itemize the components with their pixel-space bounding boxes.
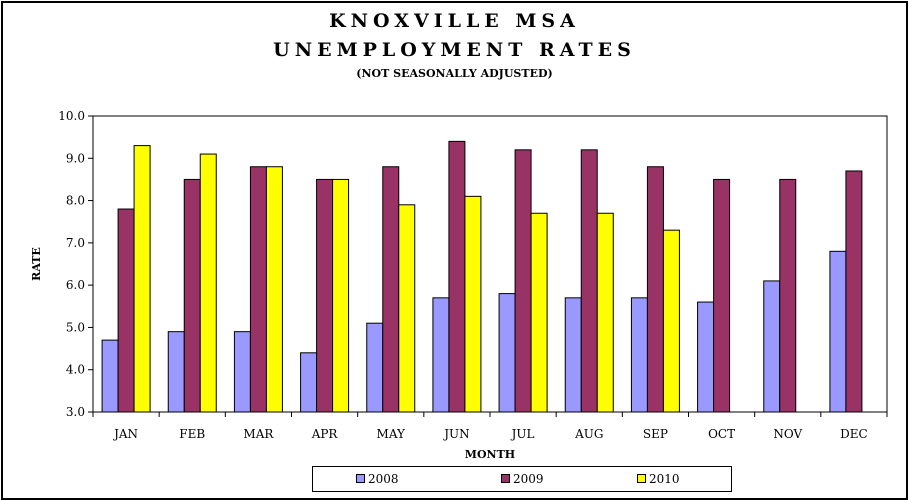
bar-2009-oct	[713, 178, 731, 413]
y-tick-label: 3.0	[66, 405, 85, 419]
legend-swatch-2010	[637, 474, 646, 483]
x-axis-label: MONTH	[465, 448, 515, 461]
bar-2008-may	[366, 322, 384, 413]
bar-2009-dec	[845, 170, 863, 413]
y-axis-label: RATE	[30, 247, 43, 281]
bar-2009-sep	[646, 166, 664, 413]
bar-2008-nov	[763, 280, 781, 413]
bar-2009-apr	[316, 178, 334, 413]
legend: 2008 2009 2010	[312, 466, 732, 492]
legend-swatch-2008	[356, 474, 365, 483]
y-tick-label: 7.0	[66, 236, 85, 250]
legend-label-2009: 2009	[513, 472, 544, 486]
bar-2008-aug	[564, 297, 582, 413]
x-tick-label-nov: NOV	[773, 427, 802, 441]
y-tick-label: 5.0	[66, 320, 85, 334]
legend-label-2008: 2008	[368, 472, 399, 486]
x-tick-label-dec: DEC	[840, 427, 868, 441]
bar-2009-jun	[448, 140, 466, 413]
bar-2008-mar	[233, 331, 251, 413]
bar-2010-mar	[265, 166, 283, 413]
bar-2009-nov	[779, 178, 797, 413]
bar-2008-dec	[829, 250, 847, 413]
x-tick-label-jan: JAN	[112, 427, 138, 441]
bars-group	[101, 140, 863, 413]
x-axis: JAN FEB MAR APR MAY JUN JUL AUG SEP OCT NOV DEC	[92, 412, 888, 441]
legend-item-2009: 2009	[501, 472, 544, 486]
chart-subtitle: (NOT SEASONALLY ADJUSTED)	[356, 67, 553, 80]
bar-2010-sep	[662, 229, 680, 413]
y-tick-label: 6.0	[66, 278, 85, 292]
legend-item-2010: 2010	[637, 472, 680, 486]
chart-title-line1: KNOXVILLE MSA	[329, 10, 580, 32]
bar-2010-jul	[530, 212, 548, 413]
y-axis: 3.0 4.0 5.0 6.0 7.0 8.0 9.0 10.0	[58, 109, 93, 419]
x-tick-label-apr: APR	[311, 427, 339, 441]
bar-2010-apr	[332, 178, 350, 413]
bar-2008-oct	[697, 301, 715, 413]
bar-2009-jul	[514, 149, 532, 413]
bar-2008-sep	[630, 297, 648, 413]
bar-2010-feb	[199, 153, 217, 413]
bar-2009-jan	[117, 208, 135, 413]
legend-item-2008: 2008	[356, 472, 399, 486]
x-tick-label-jun: JUN	[442, 427, 469, 441]
bar-2009-may	[382, 166, 400, 413]
chart-title-line2: UNEMPLOYMENT RATES	[273, 39, 636, 61]
bar-2008-jun	[432, 297, 450, 413]
bar-2009-mar	[249, 166, 267, 413]
y-tick-label: 4.0	[66, 363, 85, 377]
x-tick-label-mar: MAR	[243, 427, 274, 441]
x-tick-label-aug: AUG	[574, 427, 603, 441]
y-tick-label: 9.0	[66, 151, 85, 165]
bar-2008-jul	[498, 293, 516, 413]
bar-2010-jun	[464, 195, 482, 413]
bar-2010-jan	[133, 145, 151, 413]
legend-label-2010: 2010	[649, 472, 680, 486]
x-tick-label-jul: JUL	[510, 427, 535, 441]
plot-area	[92, 115, 888, 413]
bar-2008-jan	[101, 339, 119, 413]
bar-2010-may	[398, 204, 416, 413]
y-tick-label: 10.0	[58, 109, 85, 123]
bar-2009-feb	[183, 178, 201, 413]
x-tick-label-oct: OCT	[708, 427, 735, 441]
bar-2009-aug	[580, 149, 598, 413]
bar-2008-apr	[300, 352, 318, 413]
x-tick-label-feb: FEB	[179, 427, 205, 441]
y-tick-label: 8.0	[66, 194, 85, 208]
x-tick-label-sep: SEP	[643, 427, 668, 441]
bar-2010-aug	[596, 212, 614, 413]
legend-swatch-2009	[501, 474, 510, 483]
x-tick-label-may: MAY	[377, 427, 406, 441]
bar-2008-feb	[167, 331, 185, 413]
